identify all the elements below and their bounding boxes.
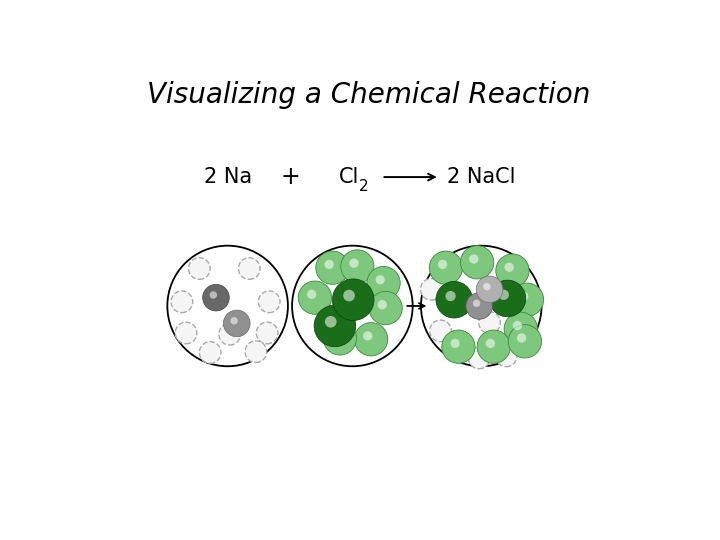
Circle shape (469, 254, 478, 264)
Circle shape (508, 325, 541, 358)
Circle shape (473, 300, 480, 307)
Circle shape (504, 312, 537, 346)
Circle shape (354, 322, 387, 356)
Circle shape (513, 321, 522, 330)
Circle shape (376, 275, 385, 285)
Circle shape (314, 305, 356, 347)
Circle shape (369, 292, 402, 325)
Circle shape (189, 258, 210, 279)
Circle shape (430, 320, 451, 342)
Circle shape (307, 289, 316, 299)
Circle shape (436, 281, 472, 318)
Circle shape (479, 312, 500, 333)
Circle shape (199, 342, 221, 363)
Circle shape (325, 316, 336, 328)
Circle shape (367, 266, 400, 300)
Text: Cl: Cl (339, 167, 359, 187)
Circle shape (517, 333, 526, 343)
Circle shape (256, 322, 278, 344)
Circle shape (210, 291, 217, 299)
Text: Visualizing a Chemical Reaction: Visualizing a Chemical Reaction (148, 82, 590, 110)
Text: 2 NaCl: 2 NaCl (447, 167, 516, 187)
Circle shape (476, 276, 503, 302)
Circle shape (495, 345, 517, 367)
Circle shape (258, 291, 280, 313)
Circle shape (438, 260, 447, 269)
Circle shape (323, 322, 356, 355)
Text: 2 Na: 2 Na (204, 167, 252, 187)
Circle shape (499, 289, 509, 300)
Circle shape (505, 262, 514, 272)
Circle shape (378, 300, 387, 309)
Circle shape (363, 331, 372, 341)
Circle shape (343, 290, 355, 301)
Circle shape (451, 339, 460, 348)
Circle shape (446, 291, 456, 301)
Circle shape (175, 322, 197, 344)
Circle shape (429, 251, 462, 285)
Circle shape (245, 341, 266, 362)
Circle shape (442, 330, 475, 363)
Circle shape (332, 330, 341, 340)
Circle shape (325, 260, 334, 269)
Circle shape (489, 280, 526, 317)
Text: +: + (280, 165, 300, 189)
Circle shape (511, 312, 533, 333)
Circle shape (238, 258, 260, 279)
Circle shape (420, 279, 442, 300)
Circle shape (341, 250, 374, 283)
Circle shape (223, 310, 250, 337)
Circle shape (203, 285, 229, 311)
Circle shape (298, 281, 332, 314)
Circle shape (510, 283, 544, 316)
Circle shape (171, 291, 193, 313)
Circle shape (477, 330, 510, 363)
Circle shape (461, 246, 494, 279)
Circle shape (469, 347, 490, 369)
Circle shape (486, 339, 495, 348)
Circle shape (483, 283, 490, 291)
Text: 2: 2 (359, 179, 369, 194)
Circle shape (349, 259, 359, 268)
Circle shape (219, 323, 240, 345)
Circle shape (466, 293, 492, 319)
Circle shape (333, 279, 374, 321)
Circle shape (519, 292, 528, 301)
Circle shape (496, 254, 529, 287)
Circle shape (316, 251, 349, 285)
Circle shape (230, 317, 238, 325)
